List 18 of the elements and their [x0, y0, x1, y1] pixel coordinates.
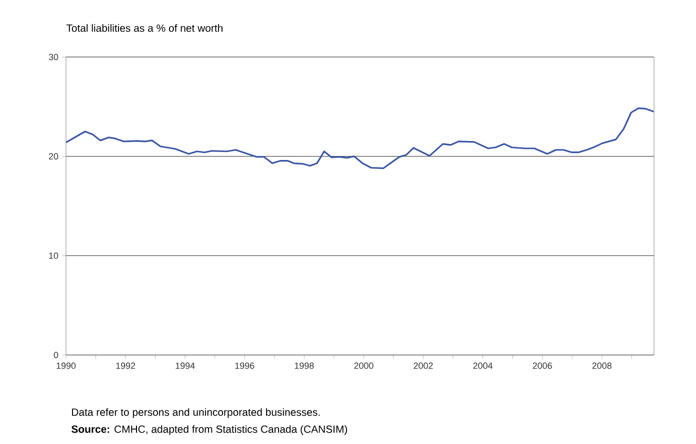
x-tick-label: 2006: [532, 362, 552, 369]
y-tick-label: 20: [48, 153, 58, 160]
x-tick-label: 2004: [473, 362, 493, 369]
x-tick-label: 2002: [414, 362, 433, 369]
x-tick-label: 1998: [294, 362, 314, 369]
x-tick-label: 1994: [176, 362, 195, 369]
y-tick-label: 30: [48, 54, 58, 60]
y-tick-label: 0: [54, 352, 58, 358]
x-tick-label: 1990: [56, 362, 76, 369]
x-tick-label: 2000: [354, 362, 374, 369]
x-tick-label: 1996: [235, 362, 254, 369]
y-tick-label: 10: [49, 252, 58, 259]
chart-title: Total liabilities as a % of net worth: [66, 24, 222, 32]
x-tick-label: 1992: [116, 362, 136, 369]
text: Data refer to persons and unincorporated businesses.: [72, 408, 320, 418]
text: Source: CMHC, adapted from Statistics Canada (CANSIM): [71, 425, 348, 435]
line-series: [66, 107, 654, 170]
x-tick-label: 2008: [592, 362, 612, 369]
